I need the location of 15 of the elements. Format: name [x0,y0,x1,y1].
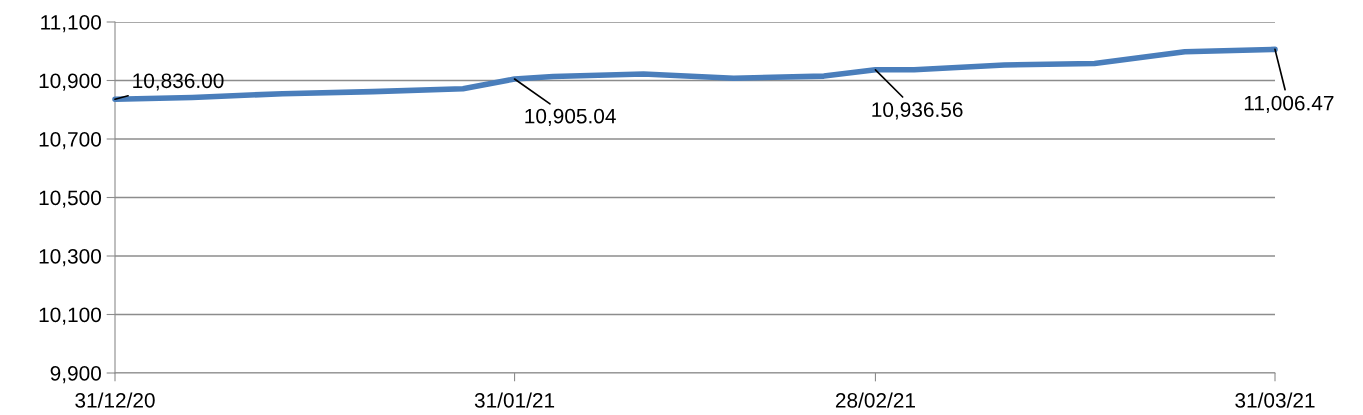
y-tick-label: 11,100 [41,15,101,33]
y-tick-label: 10,500 [39,190,101,208]
annotation: 10,836.00 [133,73,224,91]
annotation: 10,905.04 [525,108,616,126]
x-tick-label: 31/12/20 [75,392,155,408]
x-tick-label: 28/02/21 [835,392,915,408]
x-tick-label: 31/03/21 [1235,392,1315,408]
y-tick-label: 10,700 [39,132,101,150]
annotation: 11,006.47 [1244,95,1334,113]
y-tick-label: 10,300 [39,249,101,267]
x-tick-label: 31/01/21 [474,392,555,408]
y-tick-label: 10,100 [39,307,101,325]
y-tick-label: 9,900 [50,366,101,384]
y-tick-label: 10,900 [39,73,101,91]
annotation: 10,936.56 [872,102,963,120]
